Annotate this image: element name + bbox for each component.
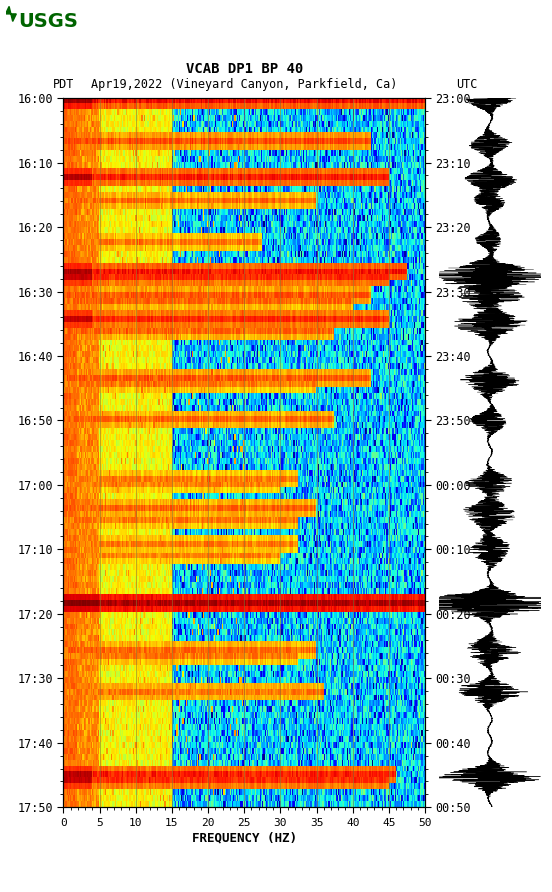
Text: USGS: USGS bbox=[18, 12, 78, 31]
Polygon shape bbox=[6, 6, 17, 21]
Text: VCAB DP1 BP 40: VCAB DP1 BP 40 bbox=[185, 62, 303, 76]
Text: Apr19,2022 (Vineyard Canyon, Parkfield, Ca): Apr19,2022 (Vineyard Canyon, Parkfield, … bbox=[91, 78, 397, 91]
X-axis label: FREQUENCY (HZ): FREQUENCY (HZ) bbox=[192, 832, 297, 845]
Text: PDT: PDT bbox=[52, 78, 74, 91]
Text: UTC: UTC bbox=[456, 78, 477, 91]
